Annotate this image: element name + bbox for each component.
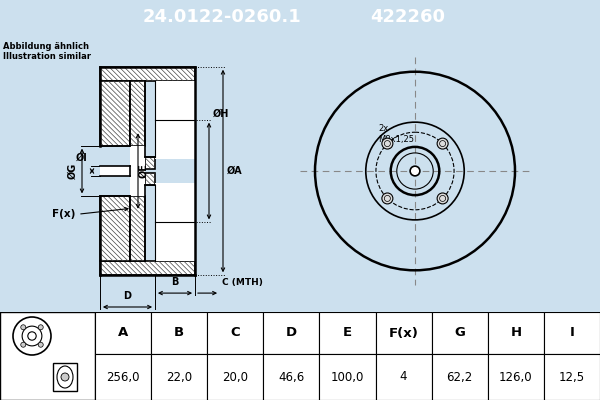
Text: C: C [230,326,240,340]
Bar [100,261,195,275]
Bar [155,81,195,159]
Text: A: A [118,326,128,340]
Text: 22,0: 22,0 [166,370,192,384]
Bar [544,354,600,400]
Bar [544,312,600,354]
Circle shape [21,325,26,330]
Text: I: I [569,326,574,340]
Circle shape [410,166,420,176]
Bar [100,67,195,81]
Text: 2x
M8x1,25: 2x M8x1,25 [378,124,414,144]
Text: ØH: ØH [213,109,229,119]
Text: D: D [124,291,131,301]
Bar [0,312,95,400]
Text: Abbildung ähnlich: Abbildung ähnlich [3,42,89,51]
Circle shape [28,332,36,340]
Text: B: B [174,326,184,340]
Ellipse shape [57,366,73,388]
Circle shape [38,342,43,347]
Text: F(x): F(x) [389,326,419,340]
Circle shape [382,193,393,204]
Bar [431,312,488,354]
Text: 62,2: 62,2 [446,370,473,384]
Text: 24.0122-0260.1: 24.0122-0260.1 [143,8,301,26]
Bar [130,81,145,146]
Text: 12,5: 12,5 [559,370,585,384]
Text: D: D [286,326,297,340]
Text: E: E [343,326,352,340]
Text: G: G [454,326,465,340]
Bar [95,312,151,354]
Text: C (MTH): C (MTH) [222,278,263,287]
Circle shape [38,325,43,330]
Bar [100,196,130,261]
Bar [263,312,319,354]
Text: 4: 4 [400,370,407,384]
Circle shape [437,193,448,204]
Text: 256,0: 256,0 [106,370,140,384]
Bar [130,196,145,261]
Bar [376,312,431,354]
Bar [431,354,488,400]
Text: 20,0: 20,0 [222,370,248,384]
Circle shape [21,342,26,347]
Text: 100,0: 100,0 [331,370,364,384]
Text: ØI: ØI [76,153,88,163]
Circle shape [61,373,69,381]
Text: ØA: ØA [227,166,242,176]
Bar [376,354,431,400]
Bar [319,312,376,354]
Bar [151,354,207,400]
Text: ØG: ØG [68,163,78,179]
Text: H: H [510,326,521,340]
Bar [207,312,263,354]
Text: Illustration similar: Illustration similar [3,52,91,61]
Bar [145,173,155,185]
Text: 46,6: 46,6 [278,370,305,384]
Text: F(x): F(x) [52,209,75,219]
Bar [155,183,195,261]
Bar [100,166,130,176]
Bar [319,354,376,400]
Bar [488,354,544,400]
Bar [53,363,77,391]
Text: 126,0: 126,0 [499,370,533,384]
Circle shape [382,138,393,149]
Bar [130,146,145,196]
Bar [488,312,544,354]
Text: B: B [172,277,179,287]
Bar [263,354,319,400]
Bar [145,157,155,169]
Text: ØE: ØE [139,164,149,178]
Circle shape [437,138,448,149]
Bar [95,354,151,400]
Bar [207,354,263,400]
Bar [151,312,207,354]
Text: 422260: 422260 [371,8,446,26]
Bar [100,81,130,146]
